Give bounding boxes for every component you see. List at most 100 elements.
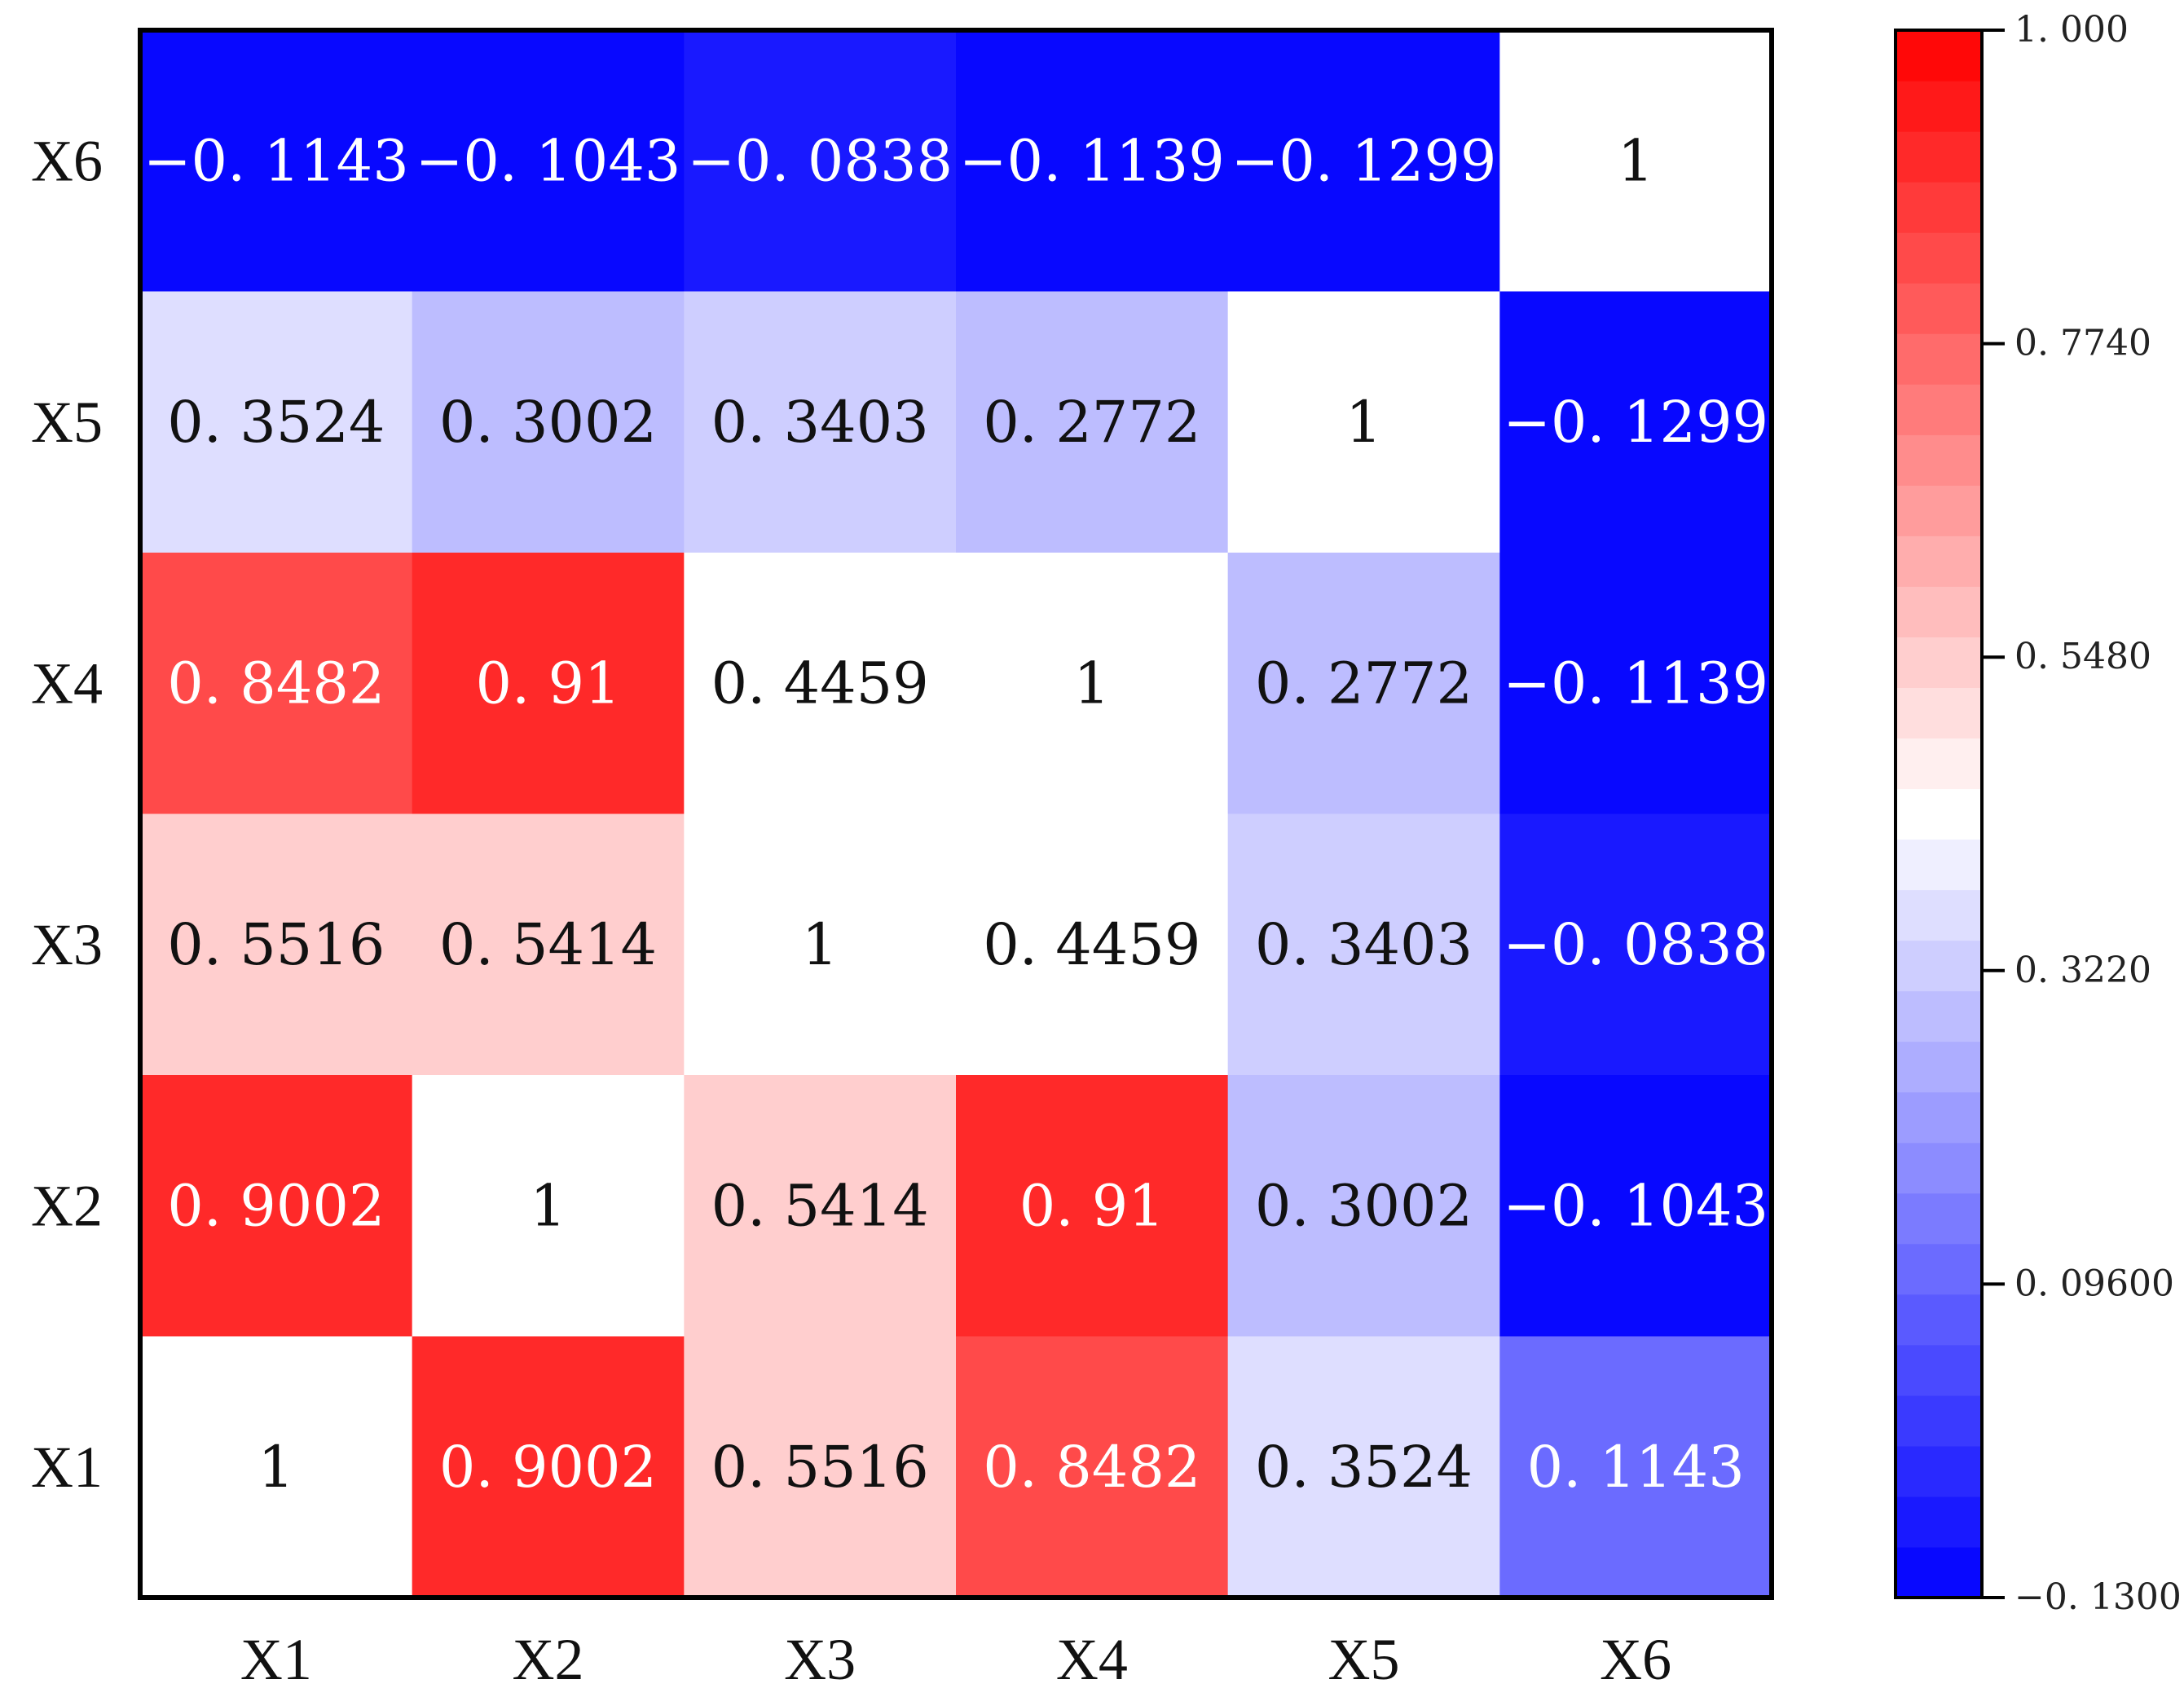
colorbar-segment <box>1896 232 1982 284</box>
y-tick-label: X1 <box>31 1435 103 1500</box>
cell-value-label: 1 <box>1074 650 1111 716</box>
cell-value-label: 0. 91 <box>475 650 620 716</box>
x-axis-labels: X1 X2 X3 X4 X5 X6 <box>240 1627 1671 1692</box>
heatmap-cell-X2-X6 <box>1499 1075 1772 1337</box>
heatmap-cell-X5-X1 <box>140 291 413 553</box>
colorbar-tick-label: 1. 000 <box>2014 9 2129 51</box>
cell-value-label: 0. 2772 <box>1255 650 1473 716</box>
heatmap-cell-X1-X2 <box>412 1336 685 1598</box>
cell-value-label: −0. 0838 <box>1503 911 1768 978</box>
colorbar-segment <box>1896 1395 1982 1447</box>
cell-value-label: 0. 3524 <box>1255 1434 1473 1501</box>
heatmap-cell-X6-X3 <box>684 30 957 292</box>
cell-value-label: 0. 5414 <box>711 1172 929 1239</box>
x-tick-label: X5 <box>1328 1627 1400 1692</box>
heatmap-cell-X5-X4 <box>956 291 1229 553</box>
colorbar-segment <box>1896 434 1982 486</box>
heatmap-cell-labels: −0. 1143 −0. 1043 −0. 0838 −0. 1139 −0. 1299… <box>143 127 1768 1501</box>
colorbar-ticks: 1. 000 0. 7740 0. 5480 0. 3220 0. 09600 −0. 1… <box>1982 9 2182 1618</box>
cell-value-label: 0. 8482 <box>167 650 385 716</box>
cell-value-label: 0. 9002 <box>439 1434 657 1501</box>
heatmap-cell-X4-X2 <box>412 553 685 814</box>
cell-value-label: 0. 3403 <box>1255 911 1473 978</box>
cell-value-label: 1 <box>258 1434 295 1501</box>
colorbar-segment <box>1896 1243 1982 1295</box>
cell-value-label: 0. 5516 <box>711 1434 929 1501</box>
x-tick-label: X2 <box>513 1627 584 1692</box>
colorbar-segment <box>1896 1496 1982 1548</box>
colorbar-tick-label: 0. 5480 <box>2014 636 2151 677</box>
cell-value-label: 1 <box>1345 389 1382 456</box>
colorbar-segment <box>1896 1041 1982 1093</box>
heatmap-cell-X6-X2 <box>412 30 685 292</box>
heatmap-cell-X4-X6 <box>1499 553 1772 814</box>
colorbar-frame <box>1894 29 1984 1599</box>
colorbar <box>1894 29 1984 1599</box>
heatmap-cell-X2-X5 <box>1227 1075 1500 1337</box>
cell-value-label: −0. 1143 <box>143 127 409 194</box>
cell-value-label: 0. 2772 <box>983 389 1200 456</box>
cell-value-label: −0. 0838 <box>687 127 953 194</box>
cell-value-label: −0. 1299 <box>1231 127 1497 194</box>
colorbar-segment <box>1896 687 1982 739</box>
cell-value-label: −0. 1043 <box>1503 1172 1768 1239</box>
colorbar-segment <box>1896 536 1982 587</box>
cell-value-label: 0. 5516 <box>167 911 385 978</box>
cell-value-label: 1 <box>802 911 839 978</box>
heatmap-cell-X6-X1 <box>140 30 413 292</box>
x-tick-label: X1 <box>240 1627 312 1692</box>
cell-value-label: 0. 5414 <box>439 911 657 978</box>
heatmap-cell-X5-X2 <box>412 291 685 553</box>
colorbar-tick-label: 0. 09600 <box>2014 1263 2174 1304</box>
heatmap-cell-X4-X4 <box>956 553 1229 814</box>
cell-value-label: 0. 9002 <box>167 1172 385 1239</box>
y-tick-label: X6 <box>31 128 103 193</box>
cell-value-label: −0. 1139 <box>1503 650 1768 716</box>
y-tick-label: X2 <box>31 1173 103 1238</box>
heatmap-cell-X3-X1 <box>140 813 413 1076</box>
heatmap-cell-X5-X5 <box>1227 291 1500 553</box>
colorbar-segment <box>1896 586 1982 637</box>
x-tick-label: X4 <box>1056 1627 1128 1692</box>
cell-value-label: 1 <box>530 1172 566 1239</box>
heatmap-cell-X2-X2 <box>412 1075 685 1337</box>
colorbar-segment <box>1896 1546 1982 1598</box>
cell-value-label: 1 <box>1618 127 1654 194</box>
colorbar-segment <box>1896 1445 1982 1497</box>
heatmap-cell-X3-X2 <box>412 813 685 1076</box>
colorbar-segment <box>1896 637 1982 689</box>
heatmap-cell-X3-X5 <box>1227 813 1500 1076</box>
cell-value-label: 0. 3002 <box>1255 1172 1473 1239</box>
heatmap-cell-X6-X6 <box>1499 30 1772 292</box>
heatmap-cell-X1-X6 <box>1499 1336 1772 1598</box>
colorbar-tick-label: 0. 7740 <box>2014 323 2151 364</box>
y-tick-label: X5 <box>31 390 103 455</box>
cell-value-label: 0. 91 <box>1019 1172 1165 1239</box>
colorbar-segment <box>1896 940 1982 992</box>
colorbar-segment <box>1896 81 1982 132</box>
heatmap-cell-X3-X6 <box>1499 813 1772 1076</box>
colorbar-segment <box>1896 333 1982 385</box>
colorbar-segment <box>1896 1344 1982 1396</box>
colorbar-segment <box>1896 839 1982 891</box>
colorbar-segment <box>1896 30 1982 82</box>
heatmap-cells <box>140 30 1772 1598</box>
colorbar-segment <box>1896 1091 1982 1144</box>
colorbar-segment <box>1896 384 1982 435</box>
heatmap-cell-X6-X5 <box>1227 30 1500 292</box>
colorbar-segment <box>1896 889 1982 941</box>
colorbar-segment <box>1896 738 1982 790</box>
heatmap-cell-X1-X5 <box>1227 1336 1500 1598</box>
y-axis-labels: X6 X5 X4 X3 X2 X1 <box>31 128 103 1500</box>
cell-value-label: 0. 4459 <box>983 911 1200 978</box>
heatmap-cell-X2-X3 <box>684 1075 957 1337</box>
heatmap-cell-X1-X4 <box>956 1336 1229 1598</box>
x-tick-label: X3 <box>784 1627 856 1692</box>
y-tick-label: X3 <box>31 912 103 977</box>
colorbar-segment <box>1896 1192 1982 1245</box>
colorbar-tick-label: −0. 1300 <box>2014 1576 2182 1618</box>
cell-value-label: 0. 1143 <box>1527 1434 1745 1501</box>
heatmap-cell-X4-X1 <box>140 553 413 814</box>
heatmap-cell-X6-X4 <box>956 30 1229 292</box>
